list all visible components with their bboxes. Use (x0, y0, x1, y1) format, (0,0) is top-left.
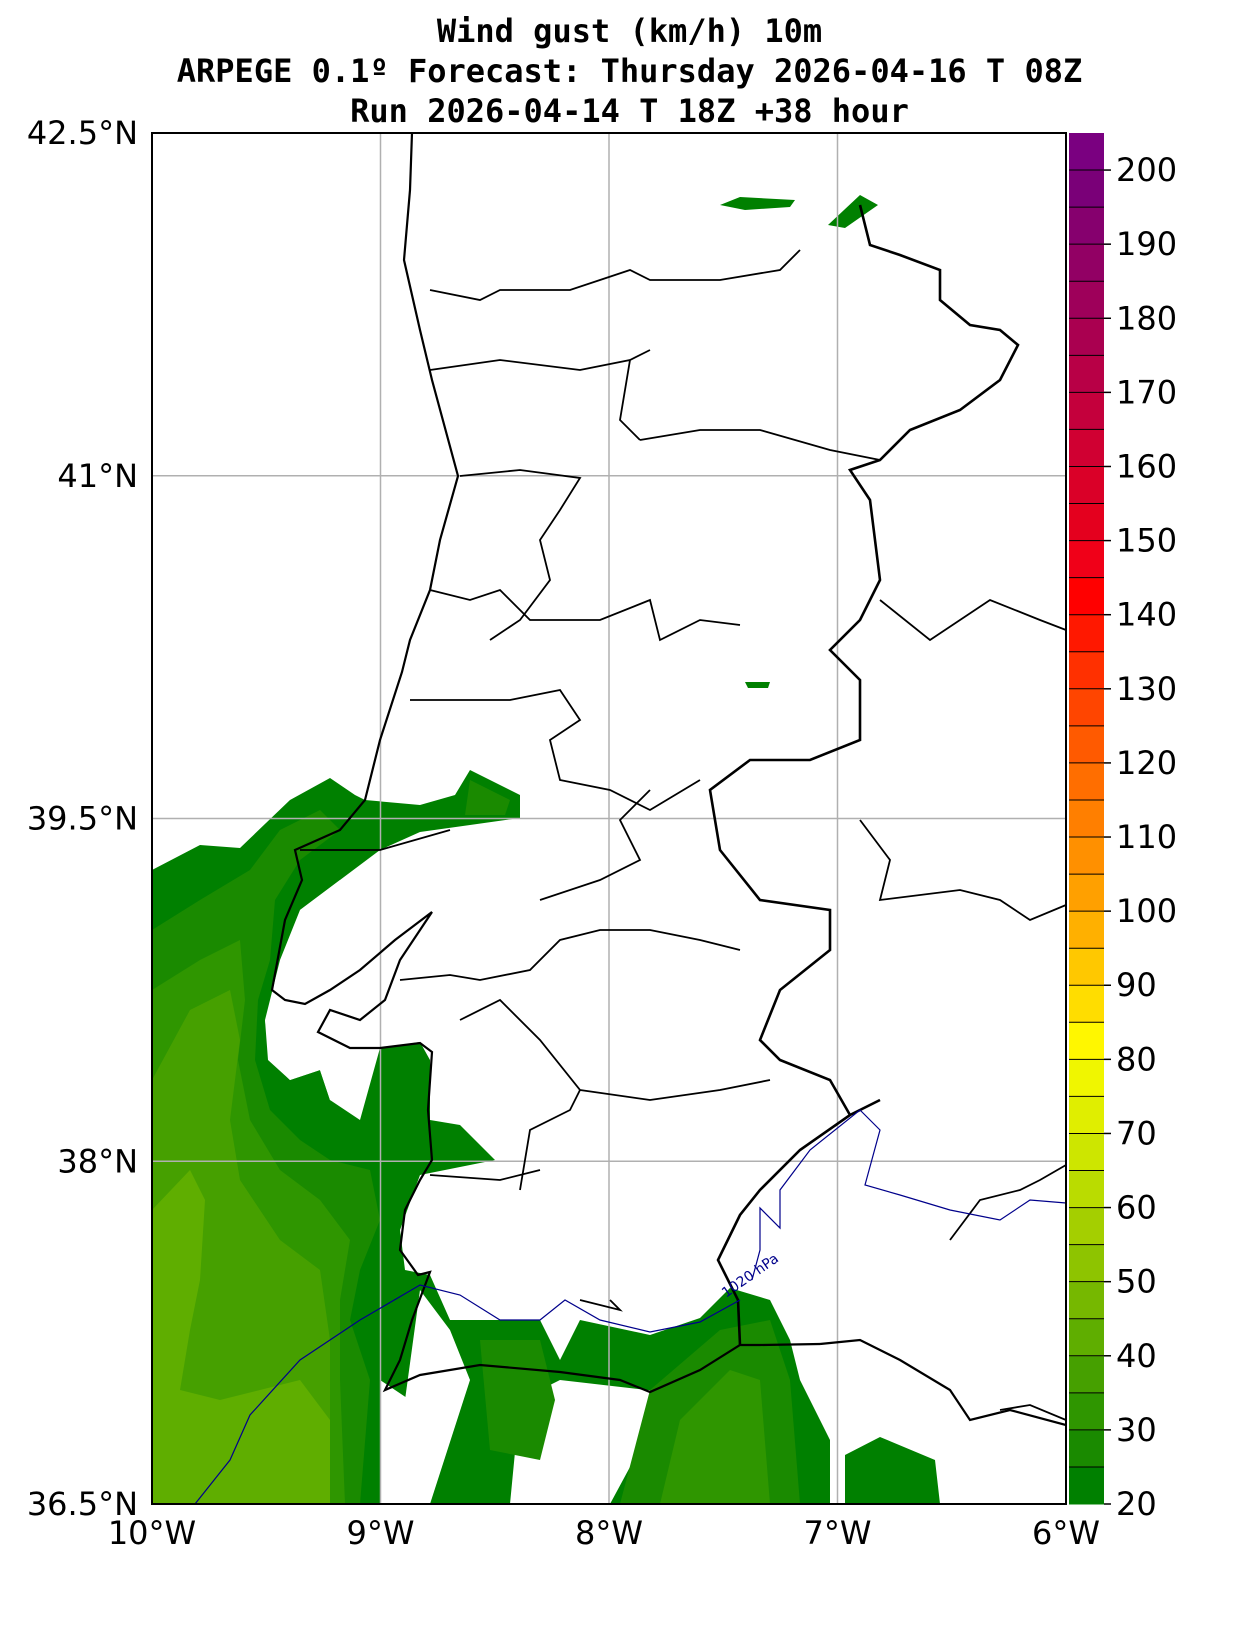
colorbar-band (1069, 540, 1104, 579)
colorbar-band (1069, 874, 1104, 912)
colorbar-tick-label: 190 (1116, 225, 1177, 263)
colorbar-band (1069, 1207, 1104, 1246)
colorbar-band (1069, 577, 1104, 616)
colorbar-band (1069, 503, 1104, 542)
colorbar-tick-label: 80 (1116, 1040, 1157, 1078)
lon-tick-label: 10°W (108, 1514, 196, 1552)
colorbar-band (1069, 1244, 1104, 1283)
isobar-label: 1020 hPa (719, 1251, 782, 1302)
lat-tick-label: 41°N (57, 457, 138, 495)
colorbar-tick-label: 160 (1116, 447, 1177, 485)
coastline (270, 133, 821, 1394)
border-portugal-spain (708, 204, 1020, 1346)
gust-sea-low-patch (405, 1290, 470, 1504)
colorbar-tick-label: 90 (1116, 966, 1157, 1004)
colorbar-tick-label: 100 (1116, 892, 1177, 930)
lon-tick-label: 9°W (347, 1514, 415, 1552)
colorbar-band (1069, 1281, 1104, 1320)
district-borders (300, 249, 1066, 1421)
lon-tick-label: 8°W (575, 1514, 643, 1552)
colorbar-tick-label: 140 (1116, 596, 1177, 634)
coastline-spain-south (819, 1338, 1066, 1427)
colorbar-band (1069, 207, 1104, 245)
title-line-1: Wind gust (km/h) 10m (436, 12, 823, 50)
colorbar: 20 30 40 50 60 70 80 90 100 110 120 130 140 150 160 170… (1069, 133, 1177, 1523)
colorbar-band (1069, 1318, 1104, 1357)
colorbar-tick-label: 200 (1116, 151, 1177, 189)
colorbar-band (1069, 614, 1104, 653)
colorbar-band (1069, 799, 1104, 838)
colorbar-tick-label: 170 (1116, 373, 1177, 411)
map-frame (151, 132, 1067, 1505)
colorbar-tick-label: 50 (1116, 1263, 1157, 1301)
lon-tick-label: 6°W (1032, 1514, 1100, 1552)
colorbar-tick-label: 40 (1116, 1337, 1157, 1375)
isobar-1020 (194, 1109, 1066, 1504)
gust-sea-low-patch (265, 1005, 380, 1110)
colorbar-tick-label: 150 (1116, 522, 1177, 560)
colorbar-tick-label: 20 (1116, 1485, 1157, 1523)
colorbar-band (1069, 429, 1104, 467)
colorbar-band (1069, 318, 1104, 356)
gust-40-45 (152, 1170, 330, 1504)
lon-tick-label: 7°W (804, 1514, 872, 1552)
colorbar-band (1069, 281, 1104, 319)
axis-labels: 10°W 9°W 8°W 7°W 6°W 42.5°N 41°N 39.5°N 38°N 36.5… (27, 114, 1100, 1552)
colorbar-band (1069, 837, 1104, 875)
colorbar-band (1069, 466, 1104, 505)
colorbar-band (1069, 1466, 1104, 1505)
lat-tick-label: 39.5°N (27, 800, 138, 838)
colorbar-tick-label: 30 (1116, 1411, 1157, 1449)
colorbar-band (1069, 1022, 1104, 1060)
colorbar-band (1069, 1170, 1104, 1209)
colorbar-band (1069, 948, 1104, 986)
lat-tick-label: 38°N (57, 1142, 138, 1180)
colorbar-tick-label: 70 (1116, 1114, 1157, 1152)
lat-tick-label: 42.5°N (27, 114, 138, 152)
colorbar-band (1069, 170, 1104, 208)
colorbar-band (1069, 985, 1104, 1023)
colorbar-band (1069, 762, 1104, 801)
title-line-2: ARPEGE 0.1º Forecast: Thursday 2026-04-1… (176, 52, 1083, 90)
colorbar-band (1069, 133, 1104, 171)
colorbar-tick-label: 180 (1116, 299, 1177, 337)
colorbar-band (1069, 355, 1104, 393)
lat-tick-label: 36.5°N (27, 1485, 138, 1523)
colorbar-band (1069, 725, 1104, 764)
colorbar-tick-label: 120 (1116, 744, 1177, 782)
colorbar-tick-label: 130 (1116, 670, 1177, 708)
colorbar-band (1069, 1392, 1104, 1431)
colorbar-band (1069, 651, 1104, 690)
colorbar-band (1069, 1059, 1104, 1097)
colorbar-band (1069, 911, 1104, 949)
colorbar-band (1069, 1355, 1104, 1394)
colorbar-band (1069, 244, 1104, 282)
colorbar-band (1069, 1133, 1104, 1172)
title-line-3: Run 2026-04-14 T 18Z +38 hour (350, 92, 909, 130)
colorbar-band (1069, 392, 1104, 430)
colorbar-tick-label: 60 (1116, 1189, 1157, 1227)
colorbar-tick-label: 110 (1116, 818, 1177, 856)
gust-sea-low-patch (285, 880, 400, 1010)
colorbar-band (1069, 1096, 1104, 1134)
wind-field (152, 195, 940, 1504)
colorbar-band (1069, 1429, 1104, 1468)
colorbar-band (1069, 688, 1104, 727)
